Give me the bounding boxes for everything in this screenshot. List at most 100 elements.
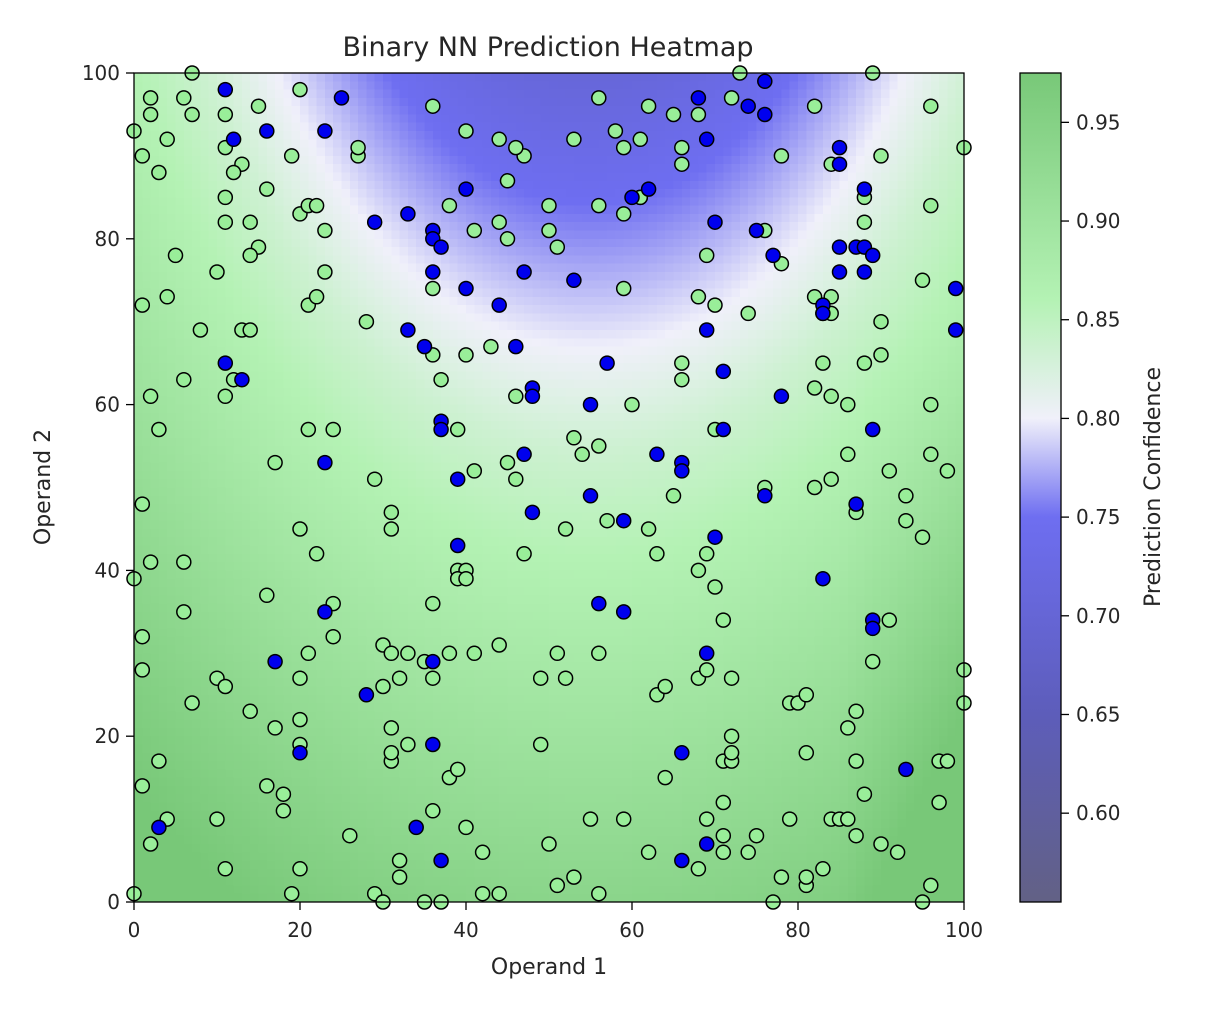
point-green [142,90,159,106]
point-green [308,197,325,214]
point-green [275,786,292,802]
y-tick-label: 80 [95,227,120,251]
point-green [176,90,192,106]
point-green [325,628,341,645]
point-green [615,280,632,297]
point-green [698,811,715,827]
point-blue [217,81,234,98]
point-green [458,347,474,363]
point-green [532,736,549,753]
point-blue [400,206,416,222]
point-green [674,139,690,156]
point-blue [425,264,441,280]
point-green [425,670,441,686]
point-green [549,645,566,662]
point-blue [898,761,914,778]
point-green [142,388,159,405]
point-blue [698,836,715,852]
point-green [856,214,873,230]
colorbar [1019,72,1062,903]
point-green [856,355,873,371]
point-blue [524,504,541,521]
point-green [508,471,524,487]
point-green [425,595,441,612]
point-green [840,446,856,463]
point-blue [715,421,732,438]
point-green [225,164,242,181]
point-blue [259,123,275,139]
point-green [715,844,732,861]
point-green [142,836,159,852]
point-green [881,612,898,628]
y-tick-label: 100 [82,61,120,85]
point-green [134,628,151,645]
point-green [591,645,607,662]
point-blue [864,247,881,264]
point-blue [690,90,707,106]
point-green [923,446,939,463]
point-green [698,546,715,562]
point-green [491,637,507,653]
point-green [798,687,815,703]
point-green [923,877,939,894]
point-blue [740,98,756,114]
point-green [840,720,856,736]
point-green [151,164,167,181]
point-blue [615,512,632,529]
point-blue [333,90,350,106]
point-green [358,313,375,330]
point-green [823,388,839,405]
point-blue [524,388,541,405]
point-green [939,753,956,769]
point-blue [640,181,657,197]
x-tick-label: 80 [785,918,810,942]
point-green [591,197,607,214]
y-tick-label: 60 [95,393,120,417]
point-blue [748,222,765,239]
point-blue [831,156,848,172]
point-green [366,471,383,487]
point-blue [366,214,383,230]
heatmap-image [134,73,964,902]
point-green [615,139,632,156]
point-green [723,670,740,686]
colorbar-tick-label: 0.60 [1076,801,1121,825]
point-green [458,819,474,836]
point-green [317,264,333,280]
y-tick-label: 20 [95,724,120,748]
point-blue [317,454,333,471]
point-green [566,869,582,885]
point-blue [582,396,599,413]
point-green [815,861,831,877]
point-green [798,869,815,885]
point-green [574,446,590,463]
point-green [815,355,831,371]
point-green [383,645,400,662]
point-green [134,778,151,794]
point-green [267,454,283,471]
plot-frame [133,72,965,903]
point-green [491,214,507,230]
point-blue [449,537,466,554]
point-green [383,720,400,736]
point-green [425,803,441,819]
point-blue [707,529,723,545]
point-green [707,297,723,313]
point-blue [947,322,964,338]
colorbar-label: Prediction Confidence [1141,367,1166,607]
point-green [474,885,491,902]
point-green [723,728,740,744]
point-green [499,231,516,247]
point-green [873,836,889,852]
point-blue [425,653,441,670]
point-blue [317,604,333,620]
point-blue [449,471,466,487]
point-green [806,479,823,496]
point-green [674,371,690,388]
point-blue [674,463,690,479]
point-green [242,247,258,264]
point-green [591,438,607,454]
point-green [391,670,408,686]
point-green [499,173,516,189]
